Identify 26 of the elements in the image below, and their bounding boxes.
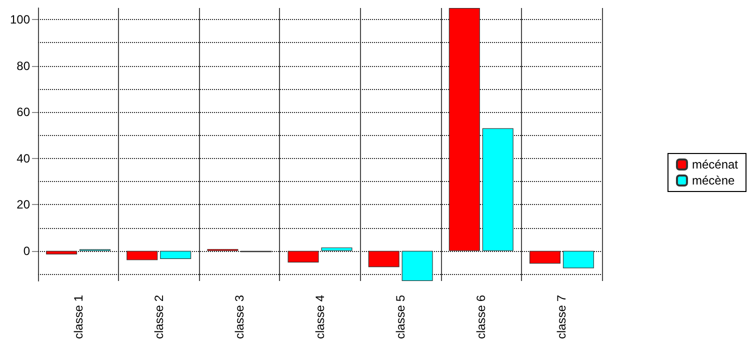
bar	[160, 250, 192, 260]
bar	[402, 250, 433, 281]
y-tick-label: 40	[16, 151, 30, 166]
bar	[126, 250, 158, 260]
x-tick-label: classe 7	[554, 294, 569, 340]
bar	[529, 250, 560, 264]
y-tick-label: 100	[10, 12, 30, 27]
y-tick-label: 60	[16, 105, 30, 120]
x-tick-label: classe 1	[71, 294, 86, 340]
legend-label: mécène	[692, 174, 735, 188]
x-tick-label: classe 6	[474, 294, 488, 340]
legend-label: mécénat	[692, 158, 739, 172]
x-tick-label: classe 3	[232, 294, 246, 340]
bar	[448, 8, 480, 251]
bar	[288, 250, 319, 262]
x-tick-label: classe 4	[313, 294, 327, 340]
bar	[368, 250, 400, 268]
bar	[321, 247, 352, 251]
bar	[46, 250, 78, 254]
bar	[562, 250, 594, 268]
x-tick-label: classe 5	[394, 294, 408, 340]
bar	[482, 128, 514, 251]
y-tick-label: 0	[23, 244, 30, 258]
y-tick-label: 20	[16, 198, 30, 212]
x-tick-label: classe 2	[152, 294, 166, 340]
y-tick-label: 80	[16, 58, 30, 73]
